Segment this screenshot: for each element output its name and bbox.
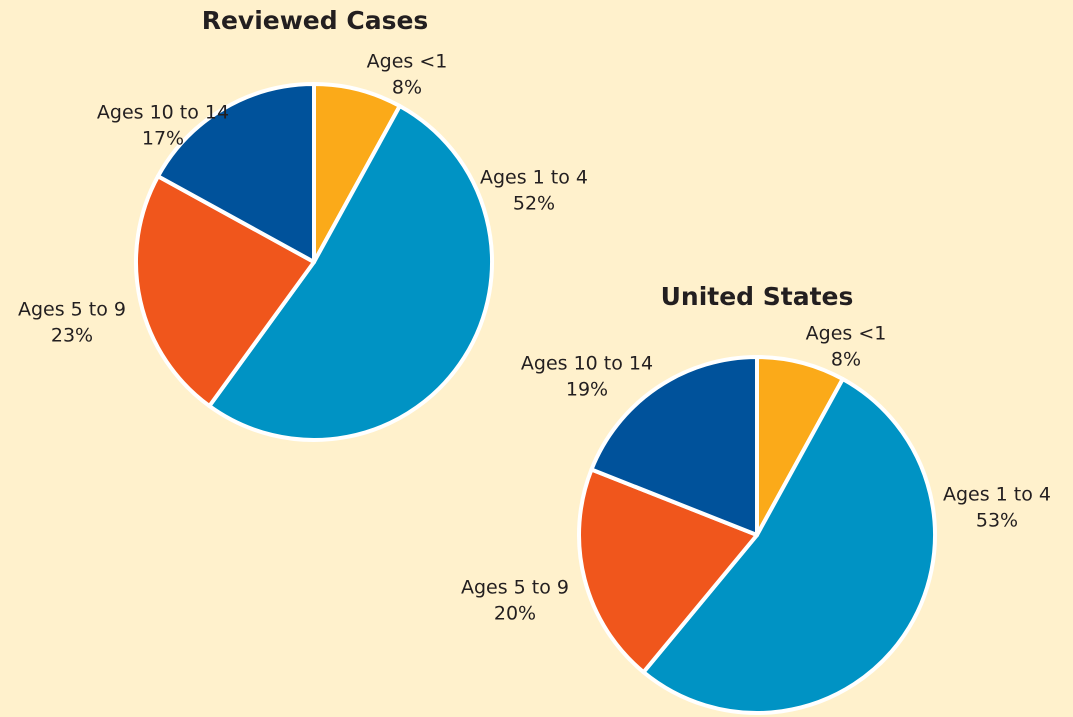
- value-label: 23%: [51, 325, 93, 347]
- pie-slice: [577, 467, 759, 675]
- pie-slice: [589, 355, 759, 537]
- chart-title: Reviewed Cases: [202, 6, 429, 35]
- value-label: 20%: [494, 603, 536, 625]
- value-label: 8%: [831, 349, 861, 371]
- slice-label: Ages 10 to 14: [521, 353, 653, 375]
- value-label: 19%: [566, 379, 608, 401]
- chart-title: United States: [661, 282, 854, 311]
- value-label: 8%: [392, 77, 422, 99]
- slice-label: Ages 5 to 9: [18, 299, 126, 321]
- slice-label: Ages 1 to 4: [943, 484, 1051, 506]
- pie-slice: [156, 82, 316, 264]
- pie-slice: [134, 174, 316, 409]
- slice-label: Ages <1: [806, 323, 887, 345]
- slice-label: Ages 10 to 14: [97, 102, 229, 124]
- pie-slice: [207, 104, 494, 442]
- value-label: 17%: [142, 128, 184, 150]
- slice-label: Ages <1: [367, 51, 448, 73]
- slice-label: Ages 5 to 9: [461, 577, 569, 599]
- pie-slice: [641, 377, 937, 715]
- value-label: 52%: [513, 193, 555, 215]
- value-label: 53%: [976, 510, 1018, 532]
- slice-label: Ages 1 to 4: [480, 167, 588, 189]
